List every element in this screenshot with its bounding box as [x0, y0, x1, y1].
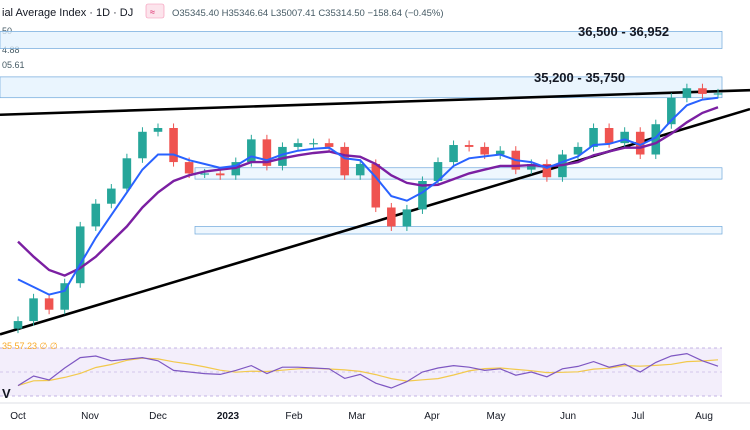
- lower-zone-label: 35,200 - 35,750: [534, 70, 625, 85]
- x-axis-label: Feb: [285, 411, 303, 422]
- candle-body: [262, 139, 272, 166]
- rsi-layer: [17, 352, 719, 389]
- x-axis-label: Dec: [149, 411, 167, 422]
- candle-body: [527, 163, 536, 170]
- x-axis-labels: Oct Nov Dec 2023 Feb Mar Apr May Jun Jul Aug: [10, 411, 713, 422]
- candle-body: [293, 143, 303, 147]
- ohlc-readout: O35345.40 H35346.64 L35007.41 C35314.50 …: [172, 8, 444, 19]
- candle-body: [60, 283, 69, 310]
- rsi-legend: 35 57.23 ∅ ∅: [2, 341, 58, 351]
- candle-body: [433, 162, 443, 181]
- x-axis-label: Aug: [695, 411, 713, 422]
- zones-layer: [0, 31, 723, 235]
- candle-body: [402, 209, 412, 227]
- rsi-corner-label: V: [2, 386, 11, 401]
- moving-averages-layer: [17, 96, 719, 296]
- price-stub-1: 50: [2, 26, 12, 36]
- x-axis-label: Oct: [10, 411, 26, 422]
- candle-body: [324, 143, 334, 147]
- compare-button[interactable]: [145, 3, 165, 19]
- resistance-zone-1[interactable]: [0, 31, 723, 49]
- candle-body: [480, 146, 489, 155]
- upper-zone-label: 36,500 - 36,952: [578, 24, 669, 39]
- compare-icon: ≈: [150, 7, 155, 17]
- candle-body: [29, 298, 38, 322]
- candle-body: [682, 88, 692, 98]
- ema-fast-line[interactable]: [17, 96, 719, 296]
- candle-body: [667, 97, 676, 125]
- x-axis-label: Apr: [424, 411, 440, 422]
- x-axis-label: 2023: [217, 411, 240, 422]
- candle-body: [651, 124, 661, 155]
- rsi-line[interactable]: [17, 352, 719, 389]
- candle-body: [713, 93, 723, 95]
- candle-body: [75, 226, 85, 284]
- candle-body: [91, 203, 101, 227]
- candle-body: [371, 163, 381, 208]
- candle-body: [13, 321, 23, 329]
- price-stub-2: 4.88: [2, 45, 20, 55]
- ema-slow-line[interactable]: [17, 106, 719, 277]
- x-axis-label: Mar: [348, 411, 366, 422]
- candle-body: [200, 173, 209, 175]
- candle-body: [387, 207, 396, 227]
- candle-body: [464, 145, 474, 147]
- candle-body: [604, 128, 614, 144]
- candle-body: [122, 158, 132, 189]
- candle-body: [589, 128, 598, 147]
- candle-body: [278, 146, 287, 166]
- x-axis-label: May: [487, 411, 506, 422]
- candle-body: [169, 128, 178, 163]
- candle-body: [215, 173, 225, 176]
- candle-body: [573, 146, 583, 155]
- candle-body: [138, 131, 147, 159]
- candle-body: [418, 181, 427, 210]
- candle-body: [449, 145, 458, 163]
- symbol-title[interactable]: ial Average Index · 1D · DJ: [2, 7, 133, 19]
- x-axis-label: Jul: [632, 411, 645, 422]
- candle-body: [635, 131, 645, 155]
- candle-body: [153, 128, 163, 132]
- candles-layer: [13, 83, 723, 334]
- candle-body: [355, 163, 365, 176]
- candle-body: [184, 162, 194, 174]
- header-bar: [0, 0, 750, 22]
- candle-body: [309, 143, 318, 145]
- candle-body: [542, 163, 552, 178]
- candle-body: [340, 146, 349, 176]
- resistance-zone-2[interactable]: [0, 76, 723, 99]
- candle-body: [247, 139, 256, 163]
- x-axis-label: Jun: [560, 411, 576, 422]
- candle-body: [44, 298, 54, 310]
- x-axis-label: Nov: [81, 411, 99, 422]
- candle-body: [495, 150, 505, 155]
- price-stub-3: 05.61: [2, 60, 25, 70]
- candle-body: [698, 88, 707, 94]
- rsi-signal-line[interactable]: [17, 357, 719, 387]
- candle-body: [620, 131, 629, 144]
- candle-body: [107, 188, 116, 204]
- upper-trendline[interactable]: [0, 88, 750, 117]
- support-box-2[interactable]: [194, 226, 723, 235]
